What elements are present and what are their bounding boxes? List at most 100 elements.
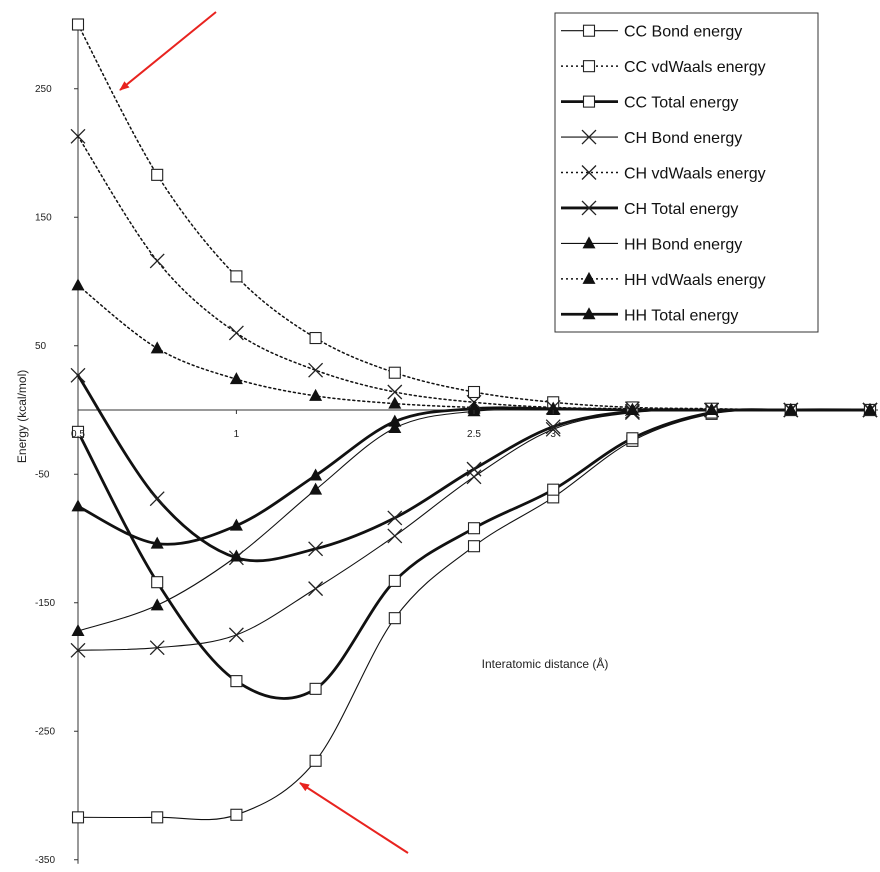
data-point [863,403,877,415]
data-point [70,367,86,383]
data-point [309,331,322,345]
legend-box [554,12,819,333]
data-point [151,576,164,589]
data-point [151,811,164,824]
data-point [467,385,481,399]
y-tick-label: 150 [35,212,52,223]
x-tick-label: 1 [234,429,240,440]
legend-entry-label: HH vdWaals energy [624,272,766,289]
legend-swatch-marker [582,24,596,37]
data-point [229,549,243,562]
series-line-hh-bond-energy [77,409,871,632]
series-line-cc-bond-energy [77,409,871,821]
data-point [625,403,639,415]
annotation-arrow-top [119,11,217,91]
data-point [71,499,85,512]
data-point [388,612,401,625]
data-point [149,253,165,269]
y-tick-label: -350 [35,855,55,866]
x-tick-label: 0.5 [71,429,85,440]
data-point [308,362,324,378]
data-point [387,528,403,544]
y-tick-label: -250 [35,726,55,737]
data-point [149,491,165,507]
data-point [151,168,164,181]
legend-swatch-marker [582,307,596,320]
data-point [228,627,244,643]
data-point [309,388,323,401]
data-point [71,278,85,291]
legend-entry-label: CH Bond energy [624,130,742,147]
data-point [309,754,322,767]
data-point [388,366,401,379]
data-point [705,403,719,415]
data-point [388,414,402,427]
series-line-cc-total-energy [76,408,872,700]
data-point [467,401,481,414]
data-point [229,372,243,385]
data-point [228,325,244,341]
data-point [545,419,561,435]
x-tick-label: 3 [550,429,556,440]
legend-entry-label: CC vdWaals energy [624,59,766,76]
legend-entry-label: HH Total energy [624,307,738,324]
y-tick-label: 250 [35,84,52,95]
x-tick-label: 2.5 [467,429,481,440]
legend-swatch-marker [582,95,596,108]
data-point [784,403,798,415]
data-point [388,396,402,409]
data-point [387,384,403,400]
y-tick-label: 50 [35,341,47,352]
data-point [467,540,481,553]
data-point [547,483,560,496]
data-point [309,468,323,481]
x-axis-label: Interatomic distance (Å) [482,656,609,671]
legend-swatch-marker [582,236,596,249]
data-point [230,808,243,821]
data-point [388,420,402,433]
legend-entry-label: CH Total energy [624,201,738,218]
legend-swatch-marker [582,60,596,73]
data-point [230,270,243,283]
data-point [229,518,243,531]
data-point [70,128,86,144]
data-point [71,811,85,824]
annotation-arrow-bottom [299,782,409,854]
tick-labels: 250 150 50 -50 -150 -250 -350 0.5 1 2.5 3 [35,84,556,866]
data-point [308,541,324,557]
data-point [230,675,243,688]
data-point [545,421,561,437]
y-axis-label: Energy (kcal/mol) [15,370,29,463]
data-point [466,461,482,477]
data-point [150,536,164,549]
series-markers [70,18,878,824]
data-point [150,341,164,354]
series-line-hh-total-energy [76,406,872,546]
data-point [71,18,85,31]
legend-swatch-marker [581,129,597,145]
data-point [71,425,85,438]
data-point [626,432,639,445]
data-point [308,581,324,597]
legend-entry-label: CC Total energy [624,95,738,112]
data-point [466,469,482,485]
chart-legend: CC Bond energy CC vdWaals energy CC Total … [554,12,819,333]
annotation-arrows [119,11,409,854]
legend-entry-label: CC Bond energy [624,24,742,41]
data-point [387,510,403,526]
data-point [546,401,560,414]
data-point [150,598,164,611]
legend-swatch-marker [582,271,596,284]
legend-swatch-marker [581,200,597,216]
data-point [467,522,481,535]
legend-entry-label: CH vdWaals energy [624,166,766,183]
data-point [309,682,322,695]
legend-entry-label: HH Bond energy [624,236,742,253]
data-point [71,624,85,637]
y-tick-label: -150 [35,598,55,609]
data-point [388,574,401,587]
data-point [70,642,86,658]
data-point [149,640,165,656]
data-point [309,482,323,495]
